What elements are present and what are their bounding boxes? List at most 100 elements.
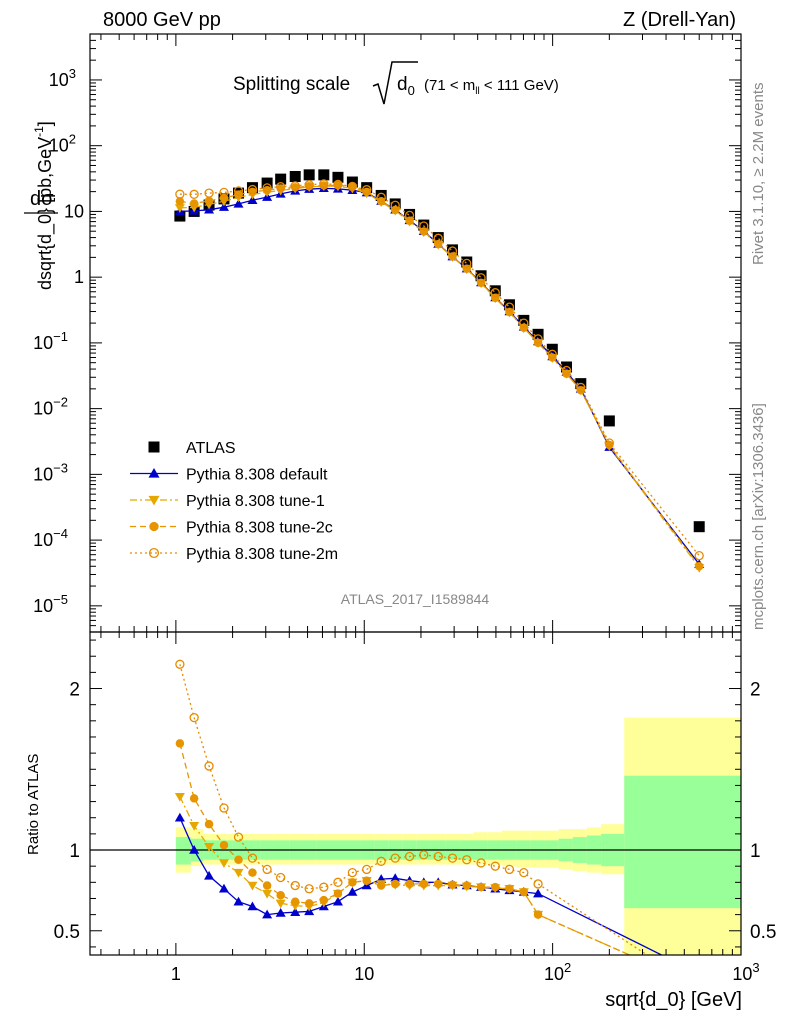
ratio-point bbox=[476, 858, 486, 868]
ratio-point bbox=[204, 819, 214, 829]
main-point bbox=[462, 258, 472, 269]
main-point bbox=[204, 188, 214, 198]
main-point bbox=[233, 186, 244, 196]
ratio-point bbox=[433, 879, 443, 889]
legend-label: Pythia 8.308 tune-2m bbox=[186, 546, 338, 563]
ratio-point bbox=[533, 910, 543, 919]
ratio-point bbox=[447, 853, 458, 863]
main-point bbox=[233, 198, 244, 208]
ratio-point bbox=[332, 896, 343, 906]
ratio-point bbox=[519, 867, 529, 878]
ratio-series-3 bbox=[175, 659, 649, 955]
y-tick-label: 10−2 bbox=[33, 395, 68, 419]
ratio-point bbox=[490, 861, 500, 871]
x-tick-label: 10 bbox=[354, 964, 374, 984]
main-point bbox=[275, 173, 287, 185]
main-point bbox=[289, 170, 301, 182]
ratio-point bbox=[491, 882, 500, 892]
ratio-point bbox=[290, 880, 300, 891]
ratio-point bbox=[419, 850, 429, 860]
ratio-point bbox=[505, 884, 514, 894]
main-point bbox=[219, 187, 229, 198]
main-point bbox=[347, 181, 358, 192]
ratio-point bbox=[519, 887, 529, 897]
ratio-point bbox=[504, 864, 515, 875]
main-point bbox=[204, 196, 214, 206]
main-point bbox=[518, 314, 530, 326]
ratio-point bbox=[290, 907, 301, 916]
sqrt-symbol bbox=[372, 61, 418, 105]
ratio-point bbox=[533, 879, 543, 889]
ratio-point bbox=[319, 895, 329, 905]
ratio-point bbox=[175, 739, 185, 748]
legend-item-0: ATLAS bbox=[148, 440, 236, 457]
y-tick-label: 102 bbox=[49, 132, 76, 156]
legend-label: ATLAS bbox=[186, 440, 236, 457]
legend-item-1: Pythia 8.308 default bbox=[130, 467, 328, 484]
ratio-point bbox=[219, 840, 229, 850]
ratio-point bbox=[304, 899, 314, 908]
main-point bbox=[332, 171, 344, 183]
ratio-frame bbox=[89, 631, 742, 956]
main-point bbox=[433, 233, 443, 243]
main-point bbox=[247, 195, 258, 204]
ratio-point bbox=[275, 899, 286, 909]
y-tick-label: 10−1 bbox=[33, 329, 68, 353]
main-point bbox=[546, 343, 558, 355]
main-point bbox=[694, 562, 704, 571]
main-point bbox=[489, 285, 501, 297]
main-point bbox=[504, 302, 515, 312]
main-point bbox=[418, 219, 430, 231]
ylabel-numerator: dσ bbox=[30, 188, 54, 210]
ratio-point bbox=[433, 851, 443, 862]
y-tick-label: 103 bbox=[49, 66, 76, 90]
main-point bbox=[261, 177, 273, 189]
header-right: Z (Drell-Yan) bbox=[623, 9, 736, 31]
main-point bbox=[303, 169, 315, 181]
ratio-point bbox=[275, 908, 286, 917]
main-point bbox=[475, 270, 487, 282]
analysis-id: ATLAS_2017_I1589844 bbox=[341, 591, 490, 607]
ratio-y-tick-label-right: 2 bbox=[750, 680, 761, 701]
main-point bbox=[447, 246, 458, 256]
ratio-point bbox=[462, 881, 471, 890]
legend-marker bbox=[148, 547, 160, 559]
stat-uncertainty-band bbox=[624, 775, 741, 909]
ratio-point bbox=[319, 882, 329, 892]
plot-title-main: Splitting scale bbox=[233, 74, 350, 95]
ratio-point bbox=[189, 794, 199, 803]
main-point bbox=[446, 244, 458, 256]
main-point bbox=[461, 256, 473, 268]
ratio-point bbox=[233, 868, 244, 878]
main-point bbox=[519, 318, 529, 328]
main-point bbox=[218, 202, 229, 211]
ratio-y-tick-label-left: 2 bbox=[69, 680, 80, 701]
main-point bbox=[189, 189, 199, 199]
ratio-panel: 0.5 0.5 1 1 2 2 1 10 102 103 bbox=[54, 631, 776, 984]
legend-label: Pythia 8.308 tune-1 bbox=[186, 493, 325, 510]
ratio-point bbox=[248, 868, 257, 877]
ratio-point bbox=[276, 890, 285, 900]
ratio-y-tick-label-left: 1 bbox=[69, 841, 80, 862]
legend-marker bbox=[149, 521, 159, 532]
main-point bbox=[694, 551, 704, 561]
main-point bbox=[562, 369, 571, 378]
main-point bbox=[432, 232, 444, 244]
main-series-line bbox=[179, 183, 700, 557]
plot-title-sub: (71 < mll < 111 GeV) bbox=[424, 77, 559, 97]
y-tick-label: 10 bbox=[64, 201, 84, 221]
main-point bbox=[576, 382, 586, 393]
main-point bbox=[390, 200, 400, 210]
main-point bbox=[604, 438, 614, 448]
ratio-point bbox=[276, 872, 286, 883]
ratio-point bbox=[262, 889, 273, 899]
y-tick-label: 1 bbox=[74, 267, 84, 287]
ratio-point bbox=[247, 901, 258, 911]
main-point bbox=[174, 210, 186, 222]
main-point bbox=[174, 204, 185, 213]
main-point bbox=[505, 307, 514, 317]
ratio-point bbox=[189, 712, 199, 723]
y-tick-label: 10−4 bbox=[33, 526, 68, 550]
ratio-point bbox=[333, 889, 343, 898]
ratio-point bbox=[476, 882, 486, 892]
